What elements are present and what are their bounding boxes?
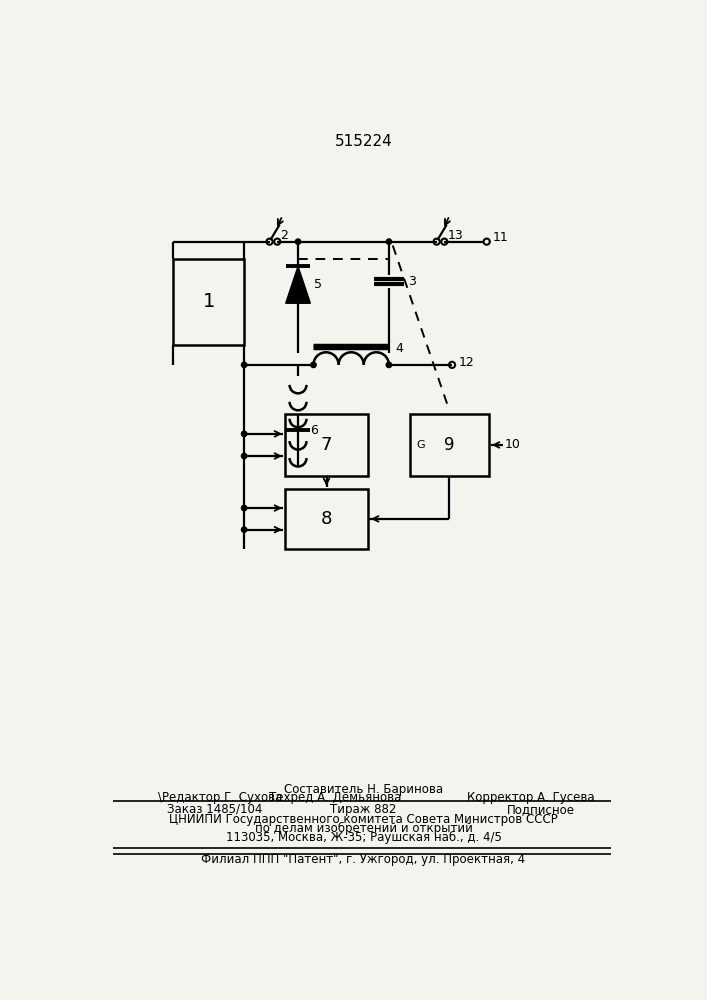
Bar: [409, 414, 489, 476]
Circle shape: [311, 362, 316, 368]
Circle shape: [386, 362, 392, 368]
Text: 9: 9: [444, 436, 455, 454]
Text: ЦНИИПИ Государственного комитета Совета Министров СССР: ЦНИИПИ Государственного комитета Совета …: [169, 813, 558, 826]
Bar: [173, 259, 244, 345]
Text: 10: 10: [504, 438, 520, 451]
Text: 13: 13: [448, 229, 463, 242]
Circle shape: [386, 239, 392, 244]
Circle shape: [296, 239, 300, 244]
Circle shape: [242, 527, 247, 532]
Text: 3: 3: [408, 275, 416, 288]
Polygon shape: [286, 266, 310, 303]
Text: 8: 8: [321, 510, 332, 528]
Text: 2: 2: [281, 229, 288, 242]
Text: 5: 5: [314, 278, 322, 291]
Text: по делам изобретений и открытий: по делам изобретений и открытий: [255, 822, 472, 835]
Text: Тираж 882: Тираж 882: [330, 803, 397, 816]
Text: Корректор А. Гусева: Корректор А. Гусева: [467, 791, 595, 804]
Text: Заказ 1485/104: Заказ 1485/104: [167, 803, 262, 816]
Text: Подписное: Подписное: [507, 803, 575, 816]
Circle shape: [242, 505, 247, 511]
Text: 1: 1: [202, 292, 215, 311]
Text: Филиал ППП "Патент", г. Ужгород, ул. Проектная, 4: Филиал ППП "Патент", г. Ужгород, ул. Про…: [201, 853, 525, 866]
Bar: [285, 489, 368, 549]
Text: G: G: [416, 440, 425, 450]
Text: Техред А. Демьянова: Техред А. Демьянова: [269, 791, 401, 804]
Text: Составитель Н. Баринова: Составитель Н. Баринова: [284, 783, 443, 796]
Text: 12: 12: [458, 356, 474, 369]
Text: 515224: 515224: [334, 134, 392, 149]
Text: 7: 7: [321, 436, 332, 454]
Bar: [285, 414, 368, 476]
Text: 4: 4: [395, 342, 403, 355]
Text: 6: 6: [310, 424, 318, 437]
Text: 113035, Москва, Ж-35; Раушская наб., д. 4/5: 113035, Москва, Ж-35; Раушская наб., д. …: [226, 831, 501, 844]
Circle shape: [242, 453, 247, 459]
Circle shape: [242, 362, 247, 368]
Text: 11: 11: [493, 231, 508, 244]
Circle shape: [242, 431, 247, 437]
Text: \Редактор Г. Сухова: \Редактор Г. Сухова: [158, 791, 282, 804]
